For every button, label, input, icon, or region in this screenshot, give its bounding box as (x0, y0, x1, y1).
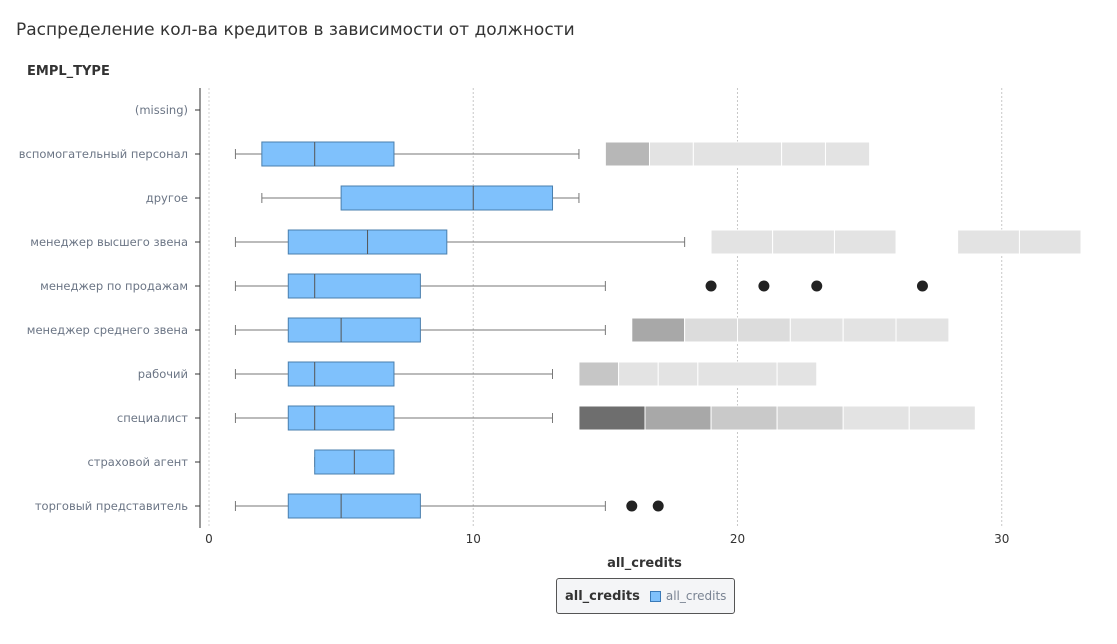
outlier-bin (736, 317, 791, 343)
outlier-bin (789, 317, 844, 343)
outlier-bin (631, 317, 686, 343)
outlier-bin (895, 317, 950, 343)
boxplot-chart: 0 10 20 30 (missing) вспомогательный персонал… (19, 88, 1082, 546)
legend-item-label: all_credits (665, 589, 727, 603)
x-tick-label: 30 (994, 532, 1009, 546)
legend-swatch-icon (649, 590, 661, 602)
outlier-bin (692, 141, 783, 167)
y-tick-label: рабочий (138, 367, 188, 381)
x-tick-label: 20 (730, 532, 745, 546)
box (340, 185, 554, 211)
outlier-bin (1018, 229, 1082, 255)
outlier-point (811, 280, 823, 292)
x-axis-title: all_credits (607, 556, 682, 571)
outlier-bin (657, 361, 699, 387)
legend: all_credits all_credits (556, 578, 736, 614)
outlier-bin (772, 229, 835, 255)
outlier-point (758, 280, 770, 292)
y-tick-label: вспомогательный персонал (19, 147, 188, 161)
x-tick-label: 0 (205, 532, 213, 546)
outlier-point (916, 280, 928, 292)
y-tick-label: другое (146, 191, 188, 205)
outlier-bin (710, 405, 778, 431)
y-tick-label: страховой агент (87, 455, 188, 469)
box (287, 361, 395, 387)
x-tick-label: 10 (466, 532, 481, 546)
y-tick-label: торговый представитель (35, 499, 188, 513)
y-tick-label: менеджер среднего звена (27, 323, 188, 337)
legend-title: all_credits (565, 588, 640, 604)
outlier-bin (908, 405, 976, 431)
outlier-point (705, 280, 717, 292)
y-tick-label: специалист (117, 411, 188, 425)
outlier-bin (842, 405, 910, 431)
y-tick-label: менеджер по продажам (40, 279, 188, 293)
outlier-bin (604, 141, 650, 167)
legend-item[interactable]: all_credits (649, 589, 727, 603)
box (287, 405, 395, 431)
outlier-bin (957, 229, 1020, 255)
outlier-bin (697, 361, 778, 387)
outlier-bin (824, 141, 871, 167)
outlier-bin (781, 141, 826, 167)
y-axis-title: EMPL_TYPE (27, 64, 110, 79)
box (261, 141, 395, 167)
chart-title: Распределение кол-ва кредитов в зависимо… (16, 20, 575, 40)
outlier-bin (578, 361, 620, 387)
box (287, 273, 421, 299)
outlier-bin (684, 317, 738, 343)
outlier-bin (710, 229, 774, 255)
outlier-bin (833, 229, 897, 255)
outlier-bin (648, 141, 694, 167)
outlier-bin (776, 405, 844, 431)
box (287, 493, 421, 519)
y-tick-label: менеджер высшего звена (30, 235, 188, 249)
outlier-point (652, 500, 664, 512)
outlier-point (626, 500, 638, 512)
outlier-bin (644, 405, 712, 431)
outlier-bin (842, 317, 897, 343)
outlier-bin (776, 361, 818, 387)
y-tick-label: (missing) (135, 103, 188, 117)
outlier-bin (618, 361, 659, 387)
outlier-bin (578, 405, 646, 431)
box (287, 317, 421, 343)
